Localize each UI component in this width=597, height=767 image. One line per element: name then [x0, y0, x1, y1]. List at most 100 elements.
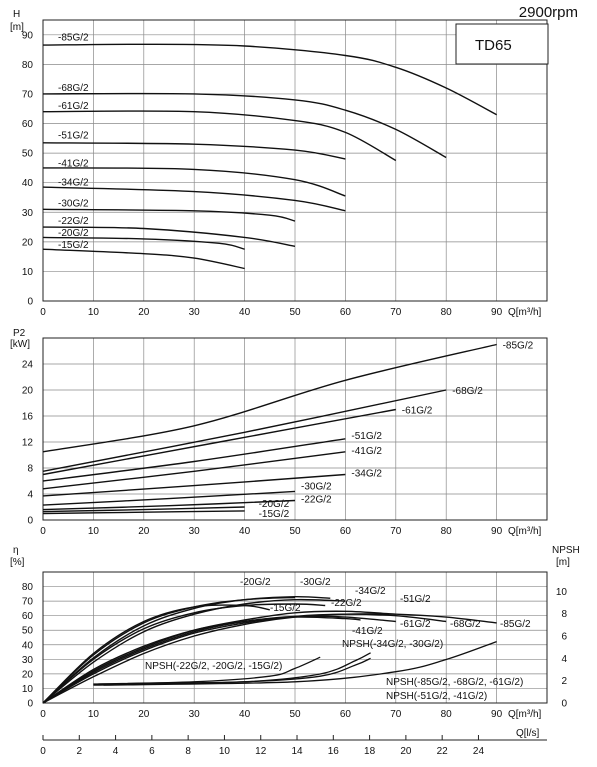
power-curve	[42, 451, 346, 490]
head-ytick: 90	[22, 30, 34, 41]
power-curve	[42, 438, 346, 482]
eff-curve	[42, 598, 346, 704]
power-ytick: 12	[22, 438, 34, 449]
head-curve-label: -61G/2	[58, 101, 89, 112]
eff-curve	[42, 603, 326, 704]
eff-curve-label: -41G/2	[352, 626, 383, 637]
head-ytick: 80	[22, 60, 34, 71]
qls-tick: 16	[328, 746, 340, 757]
qls-tick: 14	[291, 746, 303, 757]
power-xtick: 70	[390, 526, 402, 537]
qls-tick: 8	[185, 746, 191, 757]
qls-tick: 10	[219, 746, 231, 757]
head-ytick: 70	[22, 89, 34, 100]
eff-ytick: 0	[27, 699, 33, 710]
eff-ylabel: η	[13, 545, 19, 556]
head-xtick: 60	[340, 307, 352, 318]
eff-curve-label: -30G/2	[300, 577, 331, 588]
power-curve	[42, 389, 447, 472]
eff-curve-label: -15G/2	[270, 603, 301, 614]
eff-xtick: 10	[88, 709, 100, 720]
npsh-ytick: 6	[561, 632, 567, 643]
power-ylabel: P2	[13, 328, 26, 339]
head-curve	[42, 167, 346, 197]
eff-ytick: 40	[22, 640, 34, 651]
power-xtick: 50	[289, 526, 301, 537]
qls-tick: 2	[77, 746, 83, 757]
npsh-curve-label: NPSH(-34G/2, -30G/2)	[342, 639, 443, 650]
npsh-curve	[98, 657, 371, 685]
power-ytick: 16	[22, 412, 34, 423]
power-curve-label: -15G/2	[259, 509, 290, 520]
eff-curve-label: -68G/2	[450, 619, 481, 630]
head-curve	[42, 110, 397, 162]
eff-xtick: 60	[340, 709, 352, 720]
head-xtick: 50	[289, 307, 301, 318]
head-curve-label: -68G/2	[58, 83, 89, 94]
head-curve	[42, 236, 245, 250]
power-curve-label: -22G/2	[301, 495, 332, 506]
eff-curve	[42, 610, 396, 704]
eff-ytick: 20	[22, 669, 34, 680]
head-ytick: 30	[22, 208, 34, 219]
npsh-yunit: [m]	[556, 557, 570, 568]
qls-tick: 4	[113, 746, 119, 757]
eff-xtick: 70	[390, 709, 402, 720]
head-curve-label: -15G/2	[58, 240, 89, 251]
head-curve-label: -20G/2	[58, 228, 89, 239]
head-xtick: 80	[441, 307, 453, 318]
head-frame	[42, 19, 548, 302]
power-curve	[42, 506, 245, 513]
head-ytick: 60	[22, 119, 34, 130]
power-xlabel: Q[m³/h]	[508, 526, 542, 537]
head-yunit: [m]	[10, 22, 24, 33]
head-xtick: 30	[189, 307, 201, 318]
eff-curve	[42, 595, 331, 704]
eff-curve	[42, 615, 396, 704]
power-curve-label: -30G/2	[301, 481, 332, 492]
eff-xlabel: Q[m³/h]	[508, 709, 542, 720]
power-curve-label: -68G/2	[452, 386, 483, 397]
power-xtick: 80	[441, 526, 453, 537]
eff-ytick: 50	[22, 626, 34, 637]
power-ytick: 24	[22, 360, 34, 371]
eff-xtick: 40	[239, 709, 251, 720]
power-xtick: 40	[239, 526, 251, 537]
eff-xtick: 80	[441, 709, 453, 720]
eff-xtick: 30	[189, 709, 201, 720]
head-ylabel: H	[13, 9, 20, 20]
head-curve	[42, 226, 296, 247]
npsh-ytick: 2	[561, 676, 567, 687]
speed-label: 2900rpm	[519, 4, 578, 21]
qls-tick: 0	[40, 746, 46, 757]
eff-ytick: 70	[22, 597, 34, 608]
eff-curve-label: -20G/2	[240, 577, 271, 588]
head-curve-label: -85G/2	[58, 33, 89, 44]
head-curve	[42, 142, 346, 160]
power-curve	[42, 408, 396, 476]
head-curve	[42, 248, 245, 270]
eff-curve-label: -22G/2	[331, 598, 362, 609]
head-curve	[42, 43, 497, 116]
power-xtick: 60	[340, 526, 352, 537]
npsh-curve	[103, 640, 497, 686]
npsh-curve-label: NPSH(-85G/2, -68G/2, -61G/2)	[386, 677, 523, 688]
eff-curve	[42, 596, 296, 704]
power-curve	[42, 499, 296, 511]
eff-ytick: 60	[22, 611, 34, 622]
qls-label: Q[l/s]	[516, 728, 540, 739]
power-ytick: 4	[27, 490, 33, 501]
npsh-curve-label: NPSH(-22G/2, -20G/2, -15G/2)	[145, 661, 282, 672]
head-curve-label: -51G/2	[58, 130, 89, 141]
eff-curve-label: -34G/2	[355, 586, 386, 597]
power-curve-label: -85G/2	[503, 341, 534, 352]
npsh-ytick: 4	[561, 654, 567, 665]
head-curve-label: -34G/2	[58, 178, 89, 189]
qls-tick: 20	[400, 746, 412, 757]
npsh-ytick: 8	[561, 609, 567, 620]
flow-ls-axis: 0 2 4 6 8 10 12 14 16 18 20 22 24Q[l/s]	[40, 728, 547, 757]
power-xtick: 30	[189, 526, 201, 537]
power-ytick: 0	[27, 516, 33, 527]
power-curve-label: -41G/2	[351, 446, 382, 457]
